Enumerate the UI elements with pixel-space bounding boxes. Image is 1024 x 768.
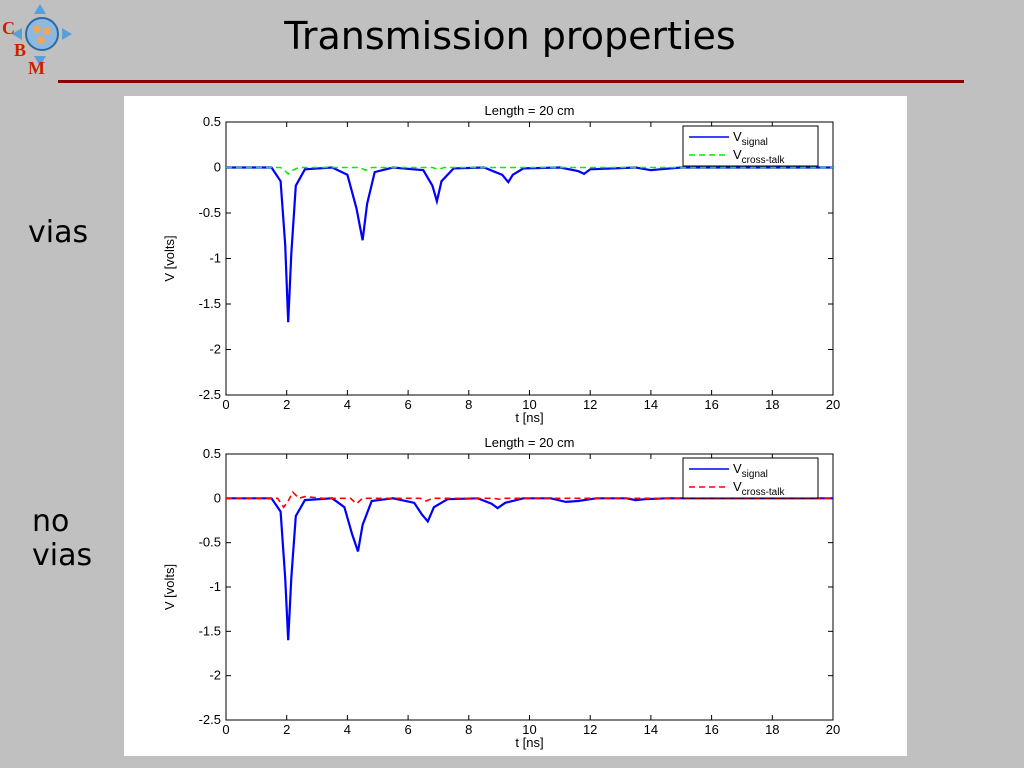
x-tick-label: 0 (222, 397, 229, 412)
x-tick-label: 12 (583, 397, 597, 412)
series-line-crosstalk (226, 166, 833, 175)
legend-entry-main: V (733, 147, 742, 162)
legend-entry: Vcross-talk (733, 147, 785, 166)
x-tick-label: 8 (465, 722, 472, 737)
title-divider (58, 80, 964, 83)
legend-entry-main: V (733, 461, 742, 476)
x-tick-label: 8 (465, 397, 472, 412)
chart-title: Length = 20 cm (485, 103, 575, 118)
x-tick-label: 4 (344, 397, 351, 412)
logo-letter-c: C (2, 18, 15, 38)
slide-title: Transmission properties (284, 14, 736, 58)
x-axis-label: t [ns] (515, 735, 543, 750)
x-tick-label: 16 (704, 397, 718, 412)
y-axis-label: V [volts] (162, 235, 177, 281)
x-tick-label: 6 (404, 722, 411, 737)
x-tick-label: 2 (283, 722, 290, 737)
y-tick-label: -2 (209, 668, 221, 683)
x-tick-label: 18 (765, 397, 779, 412)
legend-entry-sub: cross-talk (742, 487, 786, 498)
cbm-logo-graphic: C B M (2, 4, 72, 78)
logo-arrow-up (34, 4, 46, 14)
y-tick-label: 0 (214, 160, 221, 175)
label-no-vias-line2: vias (32, 538, 93, 573)
cbm-logo: C B M (0, 0, 80, 80)
legend-entry-sub: cross-talk (742, 155, 786, 166)
x-axis-label: t [ns] (515, 410, 543, 425)
legend-entry-sub: signal (742, 137, 768, 148)
chart-2: Length = 20 cm 0 2 4 6 8 10 12 14 16 18 20 0.5 0 -0.5 -… (162, 435, 840, 750)
legend-entry-main: V (733, 129, 742, 144)
legend-box (682, 457, 819, 499)
y-tick-label: -2.5 (199, 387, 221, 402)
y-tick-label: 0 (214, 490, 221, 505)
y-tick-label: -1.5 (199, 296, 221, 311)
x-tick-label: 20 (826, 397, 840, 412)
x-tick-label: 4 (344, 722, 351, 737)
x-tick-label: 0 (222, 722, 229, 737)
logo-cell-1 (33, 25, 41, 33)
y-axis-label: V [volts] (162, 564, 177, 610)
y-tick-label: -1 (209, 579, 221, 594)
legend-entry: Vsignal (733, 129, 768, 148)
label-vias: vias (28, 215, 89, 250)
logo-letter-b: B (14, 40, 26, 60)
x-tick-label: 10 (522, 722, 536, 737)
logo-cell-3 (37, 36, 45, 44)
chart-1: Length = 20 cm 0 2 4 6 8 10 12 14 16 18 20 0.5 0 -0.5 -… (162, 103, 840, 425)
legend-entry: Vsignal (733, 461, 768, 480)
legend-box (682, 125, 819, 167)
legend-entry-main: V (733, 479, 742, 494)
logo-letter-m: M (28, 58, 45, 78)
y-tick-label: -0.5 (199, 535, 221, 550)
y-tick-label: 0.5 (203, 446, 221, 461)
logo-arrow-right (62, 28, 72, 40)
logo-globe (25, 17, 59, 51)
y-tick-label: 0.5 (203, 114, 221, 129)
label-no-vias: no vias (32, 505, 112, 573)
logo-cell-2 (43, 27, 51, 35)
x-tick-label: 6 (404, 397, 411, 412)
charts-svg: Length = 20 cm0 2 4 6 8 10 12 14 16 18 200.50-0.5-… (162, 103, 840, 750)
y-tick-label: -1.5 (199, 623, 221, 638)
x-tick-label: 20 (826, 722, 840, 737)
x-tick-label: 14 (644, 397, 658, 412)
label-no-vias-line1: no (32, 504, 70, 539)
y-tick-label: -2 (209, 342, 221, 357)
chart-title: Length = 20 cm (485, 435, 575, 450)
y-tick-label: -2.5 (199, 712, 221, 727)
x-tick-label: 2 (283, 397, 290, 412)
y-tick-label: -1 (209, 251, 221, 266)
x-tick-label: 10 (522, 397, 536, 412)
x-tick-label: 14 (644, 722, 658, 737)
legend-entry-sub: signal (742, 469, 768, 480)
series-line-signal (226, 166, 833, 323)
figure-panel: Length = 20 cm 0 2 4 6 8 10 12 14 16 18 20 0.5 0 -0.5-… (124, 96, 907, 756)
x-tick-label: 18 (765, 722, 779, 737)
x-tick-label: 16 (704, 722, 718, 737)
series-line-signal (226, 497, 833, 641)
legend-entry: Vcross-talk (733, 479, 785, 498)
series-line-crosstalk (226, 490, 833, 509)
logo-arrow-down (34, 56, 46, 66)
x-tick-label: 12 (583, 722, 597, 737)
y-tick-label: -0.5 (199, 205, 221, 220)
logo-arrow-left (12, 28, 22, 40)
